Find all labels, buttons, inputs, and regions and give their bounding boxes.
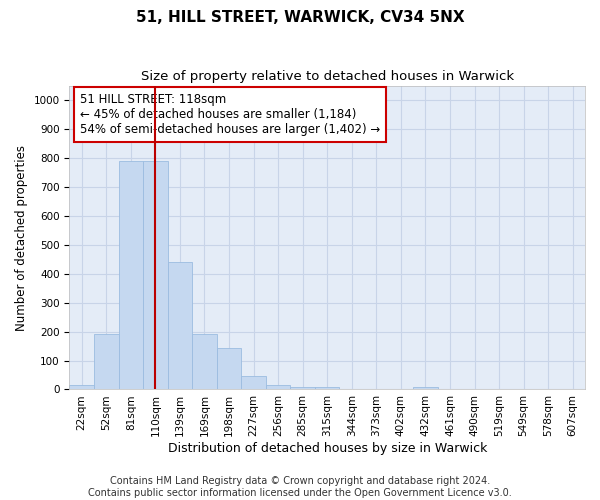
Bar [217, 348, 241, 390]
Bar [143, 161, 167, 390]
Title: Size of property relative to detached houses in Warwick: Size of property relative to detached ho… [140, 70, 514, 83]
X-axis label: Distribution of detached houses by size in Warwick: Distribution of detached houses by size … [167, 442, 487, 455]
Bar [94, 334, 119, 390]
Bar [70, 385, 94, 390]
Bar [167, 262, 192, 390]
Bar [119, 161, 143, 390]
Bar [192, 334, 217, 390]
Bar [241, 376, 266, 390]
Bar [413, 387, 437, 390]
Bar [290, 386, 315, 390]
Text: Contains HM Land Registry data © Crown copyright and database right 2024.
Contai: Contains HM Land Registry data © Crown c… [88, 476, 512, 498]
Bar [266, 386, 290, 390]
Y-axis label: Number of detached properties: Number of detached properties [15, 144, 28, 330]
Text: 51, HILL STREET, WARWICK, CV34 5NX: 51, HILL STREET, WARWICK, CV34 5NX [136, 10, 464, 25]
Text: 51 HILL STREET: 118sqm
← 45% of detached houses are smaller (1,184)
54% of semi-: 51 HILL STREET: 118sqm ← 45% of detached… [80, 93, 380, 136]
Bar [315, 388, 340, 390]
